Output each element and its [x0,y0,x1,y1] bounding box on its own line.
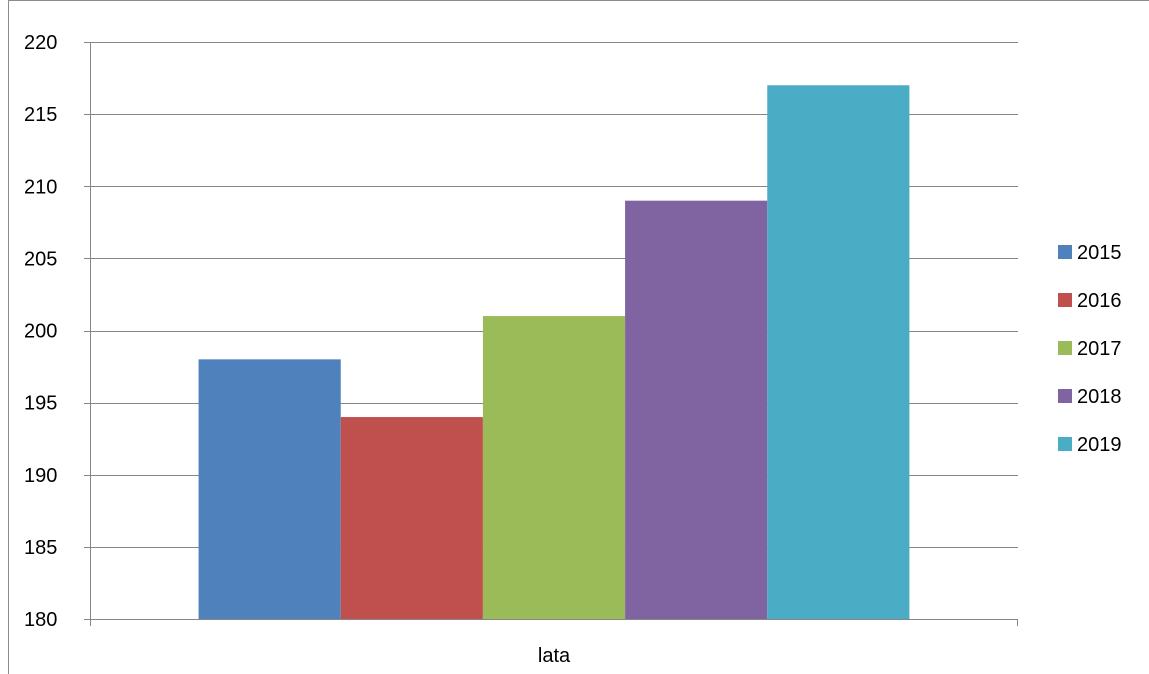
chart-frame [8,0,1149,674]
legend-swatch-2019 [1058,437,1072,451]
y-tick-label: 215 [24,104,57,126]
y-axis-tick-labels: 180 185 190 195 200 205 210 215 220 [24,32,57,631]
y-tick-label: 180 [24,609,57,631]
x-tick-label: lata [538,645,571,667]
legend-label-2017: 2017 [1077,338,1122,360]
legend-label-2015: 2015 [1077,242,1122,264]
legend-swatch-2018 [1058,389,1072,403]
bar-2017 [482,316,626,619]
bar-2019 [767,85,910,619]
legend: 2015 2016 2017 2018 2019 [1058,242,1122,456]
legend-swatch-2016 [1058,293,1072,307]
y-tick-label: 220 [24,32,57,54]
y-tick-label: 185 [24,537,57,559]
bar-2018 [625,200,768,620]
bar-2016 [340,417,483,619]
bars [198,85,910,620]
y-tick-label: 205 [24,248,57,270]
bar-2015 [198,359,341,619]
legend-swatch-2017 [1058,341,1072,355]
legend-label-2019: 2019 [1077,434,1122,456]
y-tick-label: 210 [24,176,57,198]
legend-swatch-2015 [1058,245,1072,259]
axes [84,42,1018,626]
legend-label-2016: 2016 [1077,290,1122,312]
x-axis-tick-labels: lata [538,645,571,667]
y-tick-label: 190 [24,465,57,487]
legend-label-2018: 2018 [1077,386,1122,408]
y-tick-label: 200 [24,321,57,343]
y-tick-label: 195 [24,393,57,415]
